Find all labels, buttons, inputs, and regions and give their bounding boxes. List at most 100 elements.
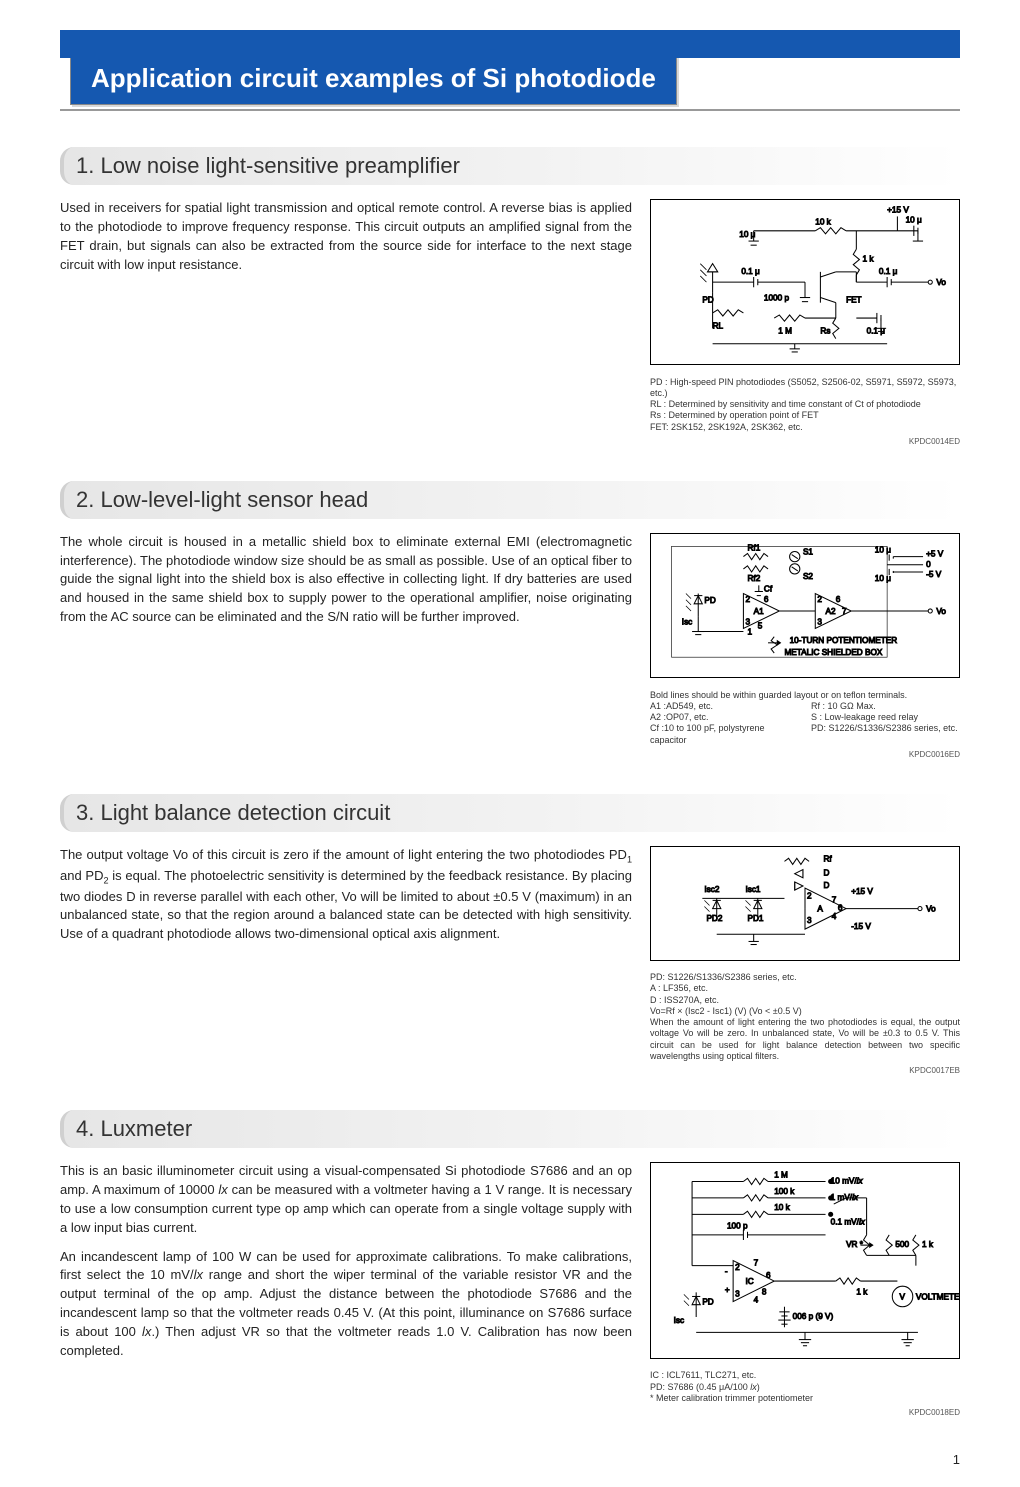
svg-text:VOLTMETER: VOLTMETER	[916, 1293, 960, 1302]
svg-text:PD: PD	[702, 1298, 713, 1307]
circuit-diagram-2: Rf1 Rf2 S1 S2 10 μ 10 μ +5 V 0 -5 V Cf P…	[650, 533, 960, 679]
section-3-para: The output voltage Vo of this circuit is…	[60, 846, 632, 944]
svg-text:S2: S2	[803, 572, 813, 581]
svg-text:Rf2: Rf2	[748, 574, 761, 583]
svg-text:10 k: 10 k	[774, 1203, 790, 1212]
svg-text:A1: A1	[754, 607, 764, 616]
section-1-text: Used in receivers for spatial light tran…	[60, 199, 632, 447]
svg-text:2: 2	[807, 891, 812, 900]
fig2-l2: Cf :10 to 100 pF, polystyrene capacitor	[650, 723, 799, 746]
section-2: 2. Low-level-light sensor head The whole…	[60, 481, 960, 760]
fig4-n0: IC : ICL7611, TLC271, etc.	[650, 1370, 960, 1381]
section-2-para: The whole circuit is housed in a metalli…	[60, 533, 632, 627]
svg-text:4: 4	[832, 912, 837, 921]
svg-text:6: 6	[836, 595, 841, 604]
svg-text:V: V	[899, 1293, 905, 1302]
svg-text:PD: PD	[704, 596, 715, 605]
svg-text:1: 1	[748, 627, 753, 636]
page-title: Application circuit examples of Si photo…	[70, 52, 677, 105]
section-4-para2: An incandescent lamp of 100 W can be use…	[60, 1248, 632, 1361]
svg-text:2: 2	[735, 1263, 740, 1272]
section-4: 4. Luxmeter This is an basic illuminomet…	[60, 1110, 960, 1418]
svg-text:0: 0	[926, 560, 931, 569]
section-3-text: The output voltage Vo of this circuit is…	[60, 846, 632, 1076]
svg-text:10 μ: 10 μ	[739, 230, 755, 239]
svg-text:1 k: 1 k	[922, 1240, 934, 1249]
section-1-heading: 1. Low noise light-sensitive preamplifie…	[60, 147, 960, 185]
section-4-text: This is an basic illuminometer circuit u…	[60, 1162, 632, 1418]
fig3-n3: Vo=Rf × (Isc2 - Isc1) (V) (Vo < ±0.5 V)	[650, 1006, 960, 1017]
svg-text:Cf: Cf	[764, 584, 773, 593]
fig3-n4: When the amount of light entering the tw…	[650, 1017, 960, 1062]
fig3-n2: D : ISS270A, etc.	[650, 995, 960, 1006]
fig1-code: KPDC0014ED	[650, 437, 960, 447]
svg-text:6: 6	[764, 595, 769, 604]
section-3-heading: 3. Light balance detection circuit	[60, 794, 960, 832]
svg-text:PD: PD	[702, 296, 713, 305]
svg-text:A2: A2	[826, 607, 836, 616]
svg-text:100 p: 100 p	[727, 1222, 748, 1231]
section-1-para: Used in receivers for spatial light tran…	[60, 199, 632, 274]
svg-text:0.1 μ: 0.1 μ	[741, 267, 760, 276]
fig1-note-pd: PD : High-speed PIN photodiodes (S5052, …	[650, 377, 960, 400]
svg-text:3: 3	[807, 916, 812, 925]
svg-text:10 μ: 10 μ	[875, 574, 891, 583]
svg-text:-15 V: -15 V	[851, 922, 871, 931]
section-2-heading: 2. Low-level-light sensor head	[60, 481, 960, 519]
svg-text:Isc2: Isc2	[704, 885, 719, 894]
svg-text:7: 7	[754, 1259, 759, 1268]
svg-text:Rf: Rf	[823, 854, 832, 863]
svg-text:IC: IC	[745, 1277, 753, 1286]
svg-text:3: 3	[745, 617, 750, 626]
fig2-intro: Bold lines should be within guarded layo…	[650, 690, 960, 701]
svg-text:7: 7	[842, 607, 847, 616]
fig3-code: KPDC0017EB	[650, 1066, 960, 1076]
page-number: 1	[60, 1452, 960, 1467]
fig3-n0: PD: S1226/S1336/S2386 series, etc.	[650, 972, 960, 983]
svg-text:+5 V: +5 V	[926, 549, 944, 558]
fig1-note-rl: RL : Determined by sensitivity and time …	[650, 399, 960, 410]
svg-text:100 k: 100 k	[774, 1187, 795, 1196]
svg-text:1000 p: 1000 p	[764, 294, 790, 303]
svg-text:0.1 mV/lx: 0.1 mV/lx	[831, 1218, 866, 1227]
fig4-code: KPDC0018ED	[650, 1408, 960, 1418]
svg-text:RL: RL	[713, 321, 724, 330]
section-2-figure: Rf1 Rf2 S1 S2 10 μ 10 μ +5 V 0 -5 V Cf P…	[650, 533, 960, 760]
fig4-n1: PD: S7686 (0.45 μA/100 lx)	[650, 1382, 960, 1393]
fig2-r0: Rf : 10 GΩ Max.	[811, 701, 960, 712]
svg-text:8: 8	[762, 1288, 767, 1297]
svg-text:2: 2	[817, 595, 822, 604]
fig3-n1: A : LF356, etc.	[650, 983, 960, 994]
section-3-figure: Rf D D Isc2Isc1 PD2 PD1 A 23746 +15 V -1…	[650, 846, 960, 1076]
title-underline	[60, 109, 960, 111]
svg-text:7: 7	[832, 895, 837, 904]
svg-text:D: D	[823, 881, 829, 890]
svg-text:PD2: PD2	[706, 914, 722, 923]
section-4-para1: This is an basic illuminometer circuit u…	[60, 1162, 632, 1237]
svg-text:3: 3	[735, 1290, 740, 1299]
svg-text:A: A	[817, 905, 823, 914]
svg-text:FET: FET	[846, 296, 862, 305]
svg-text:METALIC SHIELDED BOX: METALIC SHIELDED BOX	[784, 648, 882, 657]
svg-text:+15 V: +15 V	[887, 205, 909, 214]
svg-text:Isc: Isc	[682, 617, 692, 626]
svg-text:6: 6	[766, 1271, 771, 1280]
section-3: 3. Light balance detection circuit The o…	[60, 794, 960, 1076]
fig1-note-fet: FET: 2SK152, 2SK192A, 2SK362, etc.	[650, 422, 960, 433]
fig4-notes: IC : ICL7611, TLC271, etc. PD: S7686 (0.…	[650, 1370, 960, 1404]
fig3-notes: PD: S1226/S1336/S2386 series, etc. A : L…	[650, 972, 960, 1062]
svg-text:1 k: 1 k	[862, 255, 874, 264]
svg-text:+: +	[725, 1286, 730, 1295]
svg-text:-5 V: -5 V	[926, 570, 942, 579]
svg-text:Isc: Isc	[674, 1316, 684, 1325]
fig1-note-rs: Rs : Determined by operation point of FE…	[650, 410, 960, 421]
svg-text:1 M: 1 M	[778, 326, 792, 335]
fig2-l1: A2 :OP07, etc.	[650, 712, 799, 723]
fig2-r2: PD: S1226/S1336/S2386 series, etc.	[811, 723, 960, 734]
circuit-diagram-3: Rf D D Isc2Isc1 PD2 PD1 A 23746 +15 V -1…	[650, 846, 960, 961]
svg-text:D: D	[823, 869, 829, 878]
svg-text:2: 2	[745, 595, 750, 604]
circuit-diagram-1: +15 V 10 k 10 μ 10 μ 1 k 0.1 μ Vo PD 0.1…	[650, 199, 960, 365]
svg-text:10-TURN POTENTIOMETER: 10-TURN POTENTIOMETER	[790, 636, 898, 645]
svg-text:1 k: 1 k	[856, 1288, 868, 1297]
